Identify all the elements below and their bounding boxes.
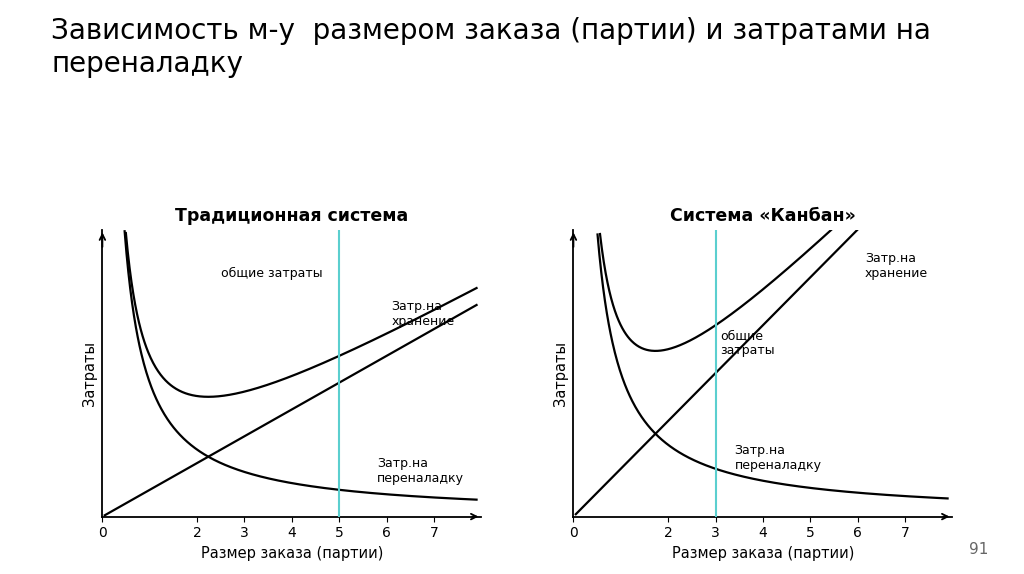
Text: Затр.на
хранение: Затр.на хранение [391, 300, 455, 328]
X-axis label: Размер заказа (партии): Размер заказа (партии) [201, 546, 383, 561]
Text: 91: 91 [969, 542, 988, 557]
X-axis label: Размер заказа (партии): Размер заказа (партии) [672, 546, 854, 561]
Text: Затр.на
переналадку: Затр.на переналадку [734, 444, 821, 472]
Text: Зависимость м-у  размером заказа (партии) и затратами на
переналадку: Зависимость м-у размером заказа (партии)… [51, 17, 931, 77]
Text: общие
затраты: общие затраты [720, 329, 775, 357]
Title: Традиционная система: Традиционная система [175, 207, 409, 225]
Text: Затр.на
хранение: Затр.на хранение [864, 253, 928, 281]
Text: общие затраты: общие затраты [221, 267, 323, 281]
Title: Система «Канбан»: Система «Канбан» [670, 207, 856, 225]
Y-axis label: Затраты: Затраты [553, 340, 568, 406]
Y-axis label: Затраты: Затраты [82, 340, 97, 406]
Text: Затр.на
переналадку: Затр.на переналадку [377, 456, 464, 484]
